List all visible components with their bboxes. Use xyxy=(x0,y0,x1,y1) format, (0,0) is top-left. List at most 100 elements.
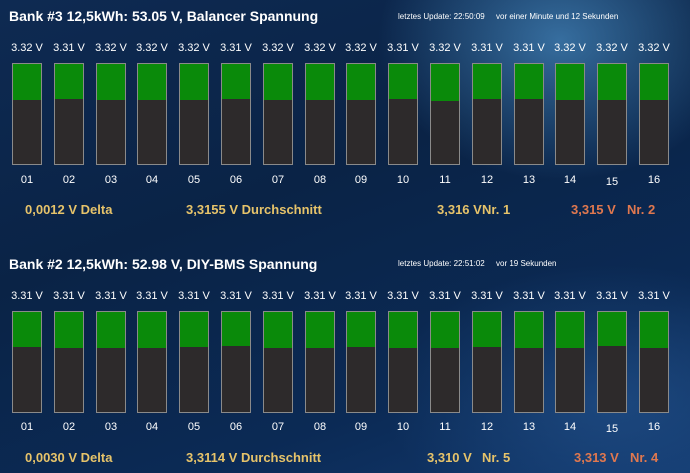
cell-level-fill xyxy=(306,64,334,100)
cell-level-fill xyxy=(556,64,584,100)
cell-level-fill xyxy=(515,64,543,99)
max-cell-label: Nr. 5 xyxy=(482,450,511,465)
last-update-ago: vor 19 Sekunden xyxy=(496,259,557,268)
cell-index: 13 xyxy=(522,421,536,433)
cell-voltage: 3.31 V xyxy=(11,290,43,302)
cell-index: 08 xyxy=(313,421,327,433)
cell-bar xyxy=(305,311,335,413)
cell-level-fill xyxy=(473,312,501,347)
bank-panel-3: Bank #3 12,5kWh: 53.05 V, Balancer Spann… xyxy=(0,0,690,236)
last-update-ago: vor einer Minute und 12 Sekunden xyxy=(496,12,619,21)
cell-bar xyxy=(597,63,627,165)
cell-index: 04 xyxy=(145,421,159,433)
cell-voltage: 3.31 V xyxy=(304,290,336,302)
cell-bar xyxy=(472,63,502,165)
cell-bar xyxy=(639,63,669,165)
cell-level-fill xyxy=(264,312,292,348)
cell-voltage: 3.32 V xyxy=(262,42,294,54)
cell-level-fill xyxy=(598,64,626,100)
cell-index: 09 xyxy=(354,174,368,186)
cell-index: 03 xyxy=(104,174,118,186)
cell-index: 07 xyxy=(271,174,285,186)
cell-voltage: 3.31 V xyxy=(53,42,85,54)
cell-level-fill xyxy=(389,64,417,99)
cell-level-fill xyxy=(97,312,125,348)
cell-bar xyxy=(54,311,84,413)
cell-bar xyxy=(430,63,460,165)
cell-bar xyxy=(555,311,585,413)
cell-level-fill xyxy=(431,312,459,348)
cell-voltage: 3.32 V xyxy=(638,42,670,54)
cell-bar xyxy=(597,311,627,413)
cell-level-fill xyxy=(431,64,459,101)
cell-index: 02 xyxy=(62,174,76,186)
cell-bar xyxy=(555,63,585,165)
cell-bar xyxy=(263,63,293,165)
cell-level-fill xyxy=(389,312,417,348)
cell-bar xyxy=(12,311,42,413)
max-cell-value: 3,316 V xyxy=(437,202,482,217)
cell-bar xyxy=(305,63,335,165)
cell-index: 14 xyxy=(563,421,577,433)
cell-index: 11 xyxy=(439,421,451,433)
cell-voltage: 3.32 V xyxy=(95,42,127,54)
cell-level-fill xyxy=(347,64,375,100)
cell-level-fill xyxy=(515,312,543,348)
cell-level-fill xyxy=(138,312,166,348)
cell-bar xyxy=(179,311,209,413)
cell-voltage: 3.32 V xyxy=(178,42,210,54)
cell-index: 05 xyxy=(187,174,201,186)
cell-index: 01 xyxy=(20,421,34,433)
cell-bar xyxy=(346,311,376,413)
cell-voltage: 3.31 V xyxy=(471,42,503,54)
cell-level-fill xyxy=(222,312,250,346)
cell-voltage: 3.31 V xyxy=(513,42,545,54)
cell-bar xyxy=(137,311,167,413)
cell-level-fill xyxy=(55,64,83,99)
cell-level-fill xyxy=(640,312,668,348)
delta-value: 0,0030 V Delta xyxy=(25,450,113,465)
cell-index: 15 xyxy=(605,176,619,188)
cell-voltage: 3.31 V xyxy=(178,290,210,302)
cell-bar xyxy=(12,63,42,165)
cell-index: 16 xyxy=(647,421,661,433)
cell-level-fill xyxy=(180,312,208,347)
cell-index: 07 xyxy=(271,421,285,433)
cell-voltage: 3.32 V xyxy=(304,42,336,54)
cell-bar xyxy=(179,63,209,165)
cell-voltage: 3.31 V xyxy=(220,290,252,302)
min-cell-label: Nr. 2 xyxy=(627,202,656,217)
last-update-label: letztes Update: 22:51:02 xyxy=(398,259,485,268)
cell-voltage: 3.31 V xyxy=(136,290,168,302)
cell-index: 12 xyxy=(480,421,494,433)
bank-title: Bank #2 12,5kWh: 52.98 V, DIY-BMS Spannu… xyxy=(9,256,318,272)
max-cell-label: Nr. 1 xyxy=(482,202,511,217)
cell-voltage: 3.31 V xyxy=(387,290,419,302)
max-cell-value: 3,310 V xyxy=(427,450,472,465)
cell-voltage: 3.31 V xyxy=(53,290,85,302)
cell-voltage: 3.32 V xyxy=(11,42,43,54)
cell-index: 11 xyxy=(439,174,451,186)
cell-index: 12 xyxy=(480,174,494,186)
cell-level-fill xyxy=(598,312,626,346)
cell-level-fill xyxy=(473,64,501,99)
cell-level-fill xyxy=(180,64,208,100)
cell-level-fill xyxy=(13,64,41,100)
cell-level-fill xyxy=(13,312,41,347)
cell-bar xyxy=(472,311,502,413)
cell-index: 02 xyxy=(62,421,76,433)
cell-voltage: 3.31 V xyxy=(220,42,252,54)
cell-voltage: 3.31 V xyxy=(596,290,628,302)
cell-voltage: 3.31 V xyxy=(471,290,503,302)
cell-voltage: 3.31 V xyxy=(95,290,127,302)
cell-index: 14 xyxy=(563,174,577,186)
cell-index: 06 xyxy=(229,174,243,186)
cell-voltage: 3.32 V xyxy=(429,42,461,54)
cell-bar xyxy=(388,311,418,413)
cell-level-fill xyxy=(97,64,125,100)
cell-index: 09 xyxy=(354,421,368,433)
min-cell-value: 3,315 V xyxy=(571,202,616,217)
average-value: 3,3114 V Durchschnitt xyxy=(186,450,322,465)
cell-voltage: 3.32 V xyxy=(136,42,168,54)
